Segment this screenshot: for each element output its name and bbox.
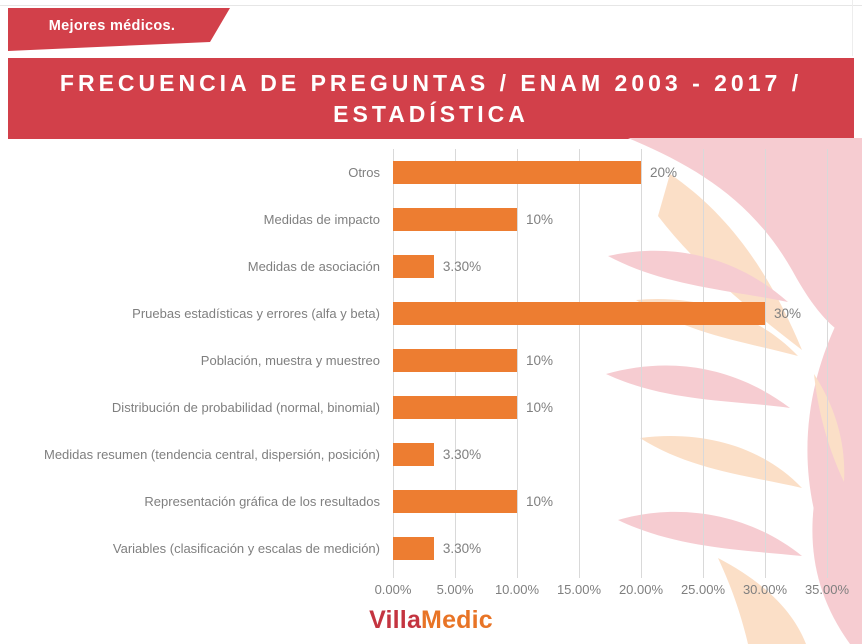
x-axis: 0.00% 5.00% 10.00% 15.00% 20.00% 25.00% 30.00%… xyxy=(375,582,849,600)
logo-text-villa: Villa xyxy=(369,606,422,634)
bar-value-label: 10% xyxy=(526,494,554,509)
bar xyxy=(393,349,517,372)
bar xyxy=(393,161,641,184)
x-tick-label: 5.00% xyxy=(436,582,474,597)
x-tick-label: 15.00% xyxy=(556,582,602,597)
bar xyxy=(393,255,434,278)
bar-value-label: 10% xyxy=(526,212,554,227)
gridline xyxy=(579,149,580,578)
logo-text-medic: Medic xyxy=(421,606,493,634)
bar-area: 3.30% xyxy=(393,255,862,278)
bar-area: 10% xyxy=(393,208,862,231)
bar xyxy=(393,490,517,513)
x-tick-label: 10.00% xyxy=(494,582,540,597)
gridline xyxy=(703,149,704,578)
bar-value-label: 20% xyxy=(650,165,678,180)
chart-row: Medidas resumen (tendencia central, disp… xyxy=(0,431,862,478)
category-label: Población, muestra y muestreo xyxy=(200,352,380,368)
chart-row: Otros 20% xyxy=(0,149,862,196)
bar-value-label: 10% xyxy=(526,353,554,368)
chart-row: Representación gráfica de los resultados… xyxy=(0,478,862,525)
brand-ribbon: Mejores médicos. xyxy=(8,8,230,51)
bar xyxy=(393,537,434,560)
chart-row: Medidas de impacto 10% xyxy=(0,196,862,243)
bar xyxy=(393,443,434,466)
bar-area: 3.30% xyxy=(393,443,862,466)
bar-value-label: 30% xyxy=(774,306,802,321)
bar-area: 30% xyxy=(393,302,862,325)
bar-area: 10% xyxy=(393,349,862,372)
chart-rows: Otros 20% Medidas de impacto 10% Medidas de … xyxy=(0,149,862,572)
brand-ribbon-label: Mejores médicos. xyxy=(48,18,176,34)
bar-area: 20% xyxy=(393,161,862,184)
bar-value-label: 3.30% xyxy=(442,259,482,274)
slide-right-border xyxy=(852,0,853,56)
x-tick-label: 30.00% xyxy=(742,582,788,597)
x-tick-label: 0.00% xyxy=(374,582,412,597)
bar xyxy=(393,302,765,325)
bar-chart: Otros 20% Medidas de impacto 10% Medidas de … xyxy=(0,149,862,609)
x-tick-label: 35.00% xyxy=(804,582,850,597)
gridline xyxy=(517,149,518,578)
slide-top-border xyxy=(0,5,862,6)
title-banner: FRECUENCIA DE PREGUNTAS / ENAM 2003 - 20… xyxy=(8,58,854,139)
x-tick-label: 25.00% xyxy=(680,582,726,597)
gridline xyxy=(765,149,766,578)
chart-row: Variables (clasificación y escalas de me… xyxy=(0,525,862,572)
bar-area: 10% xyxy=(393,490,862,513)
category-label: Medidas de asociación xyxy=(247,258,380,274)
bar xyxy=(393,396,517,419)
chart-row: Pruebas estadísticas y errores (alfa y b… xyxy=(0,290,862,337)
chart-row: Medidas de asociación 3.30% xyxy=(0,243,862,290)
bar-area: 10% xyxy=(393,396,862,419)
category-label: Distribución de probabilidad (normal, bi… xyxy=(111,399,380,415)
category-label: Representación gráfica de los resultados xyxy=(144,493,380,509)
category-label: Medidas de impacto xyxy=(263,211,380,227)
x-tick-label: 20.00% xyxy=(618,582,664,597)
category-label: Otros xyxy=(348,164,380,180)
category-label: Medidas resumen (tendencia central, disp… xyxy=(43,446,380,462)
bar-area: 3.30% xyxy=(393,537,862,560)
villamedic-logo: VillaMedic xyxy=(369,606,493,634)
footer: VillaMedic xyxy=(0,606,862,635)
chart-row: Distribución de probabilidad (normal, bi… xyxy=(0,384,862,431)
gridline xyxy=(641,149,642,578)
bar-value-label: 3.30% xyxy=(442,541,482,556)
category-label: Variables (clasificación y escalas de me… xyxy=(112,540,380,556)
bar xyxy=(393,208,517,231)
bar-value-label: 10% xyxy=(526,400,554,415)
bar-value-label: 3.30% xyxy=(442,447,482,462)
chart-row: Población, muestra y muestreo 10% xyxy=(0,337,862,384)
page-title: FRECUENCIA DE PREGUNTAS / ENAM 2003 - 20… xyxy=(59,69,803,127)
category-label: Pruebas estadísticas y errores (alfa y b… xyxy=(132,305,380,321)
